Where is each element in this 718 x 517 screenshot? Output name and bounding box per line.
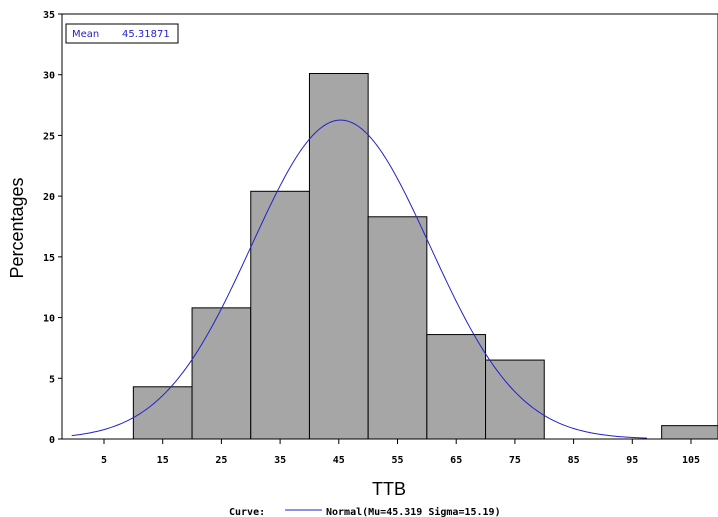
legend-prefix: Curve: xyxy=(229,507,265,517)
y-axis-title: Percentages xyxy=(7,177,27,278)
histogram-bar xyxy=(132,386,193,440)
x-tick-label: 45 xyxy=(333,455,345,466)
x-tick-label: 95 xyxy=(626,455,638,466)
x-axis-title: TTB xyxy=(372,479,406,499)
y-tick-label: 35 xyxy=(43,10,55,21)
stats-mean-value: 45.31871 xyxy=(122,29,170,40)
x-tick-label: 25 xyxy=(215,455,227,466)
plot-frame xyxy=(61,13,718,440)
y-tick-label: 15 xyxy=(43,253,55,264)
y-tick-label: 0 xyxy=(49,435,55,446)
histogram-bar xyxy=(661,425,718,440)
y-tick-label: 10 xyxy=(43,314,55,325)
x-tick-label: 105 xyxy=(682,455,700,466)
stats-box xyxy=(65,23,179,44)
y-tick-label: 5 xyxy=(49,374,55,385)
stats-mean-label: Mean xyxy=(72,29,99,40)
histogram-bar xyxy=(191,307,252,440)
x-axis-ticks: 5 15 25 35 45 55 65 75 85 95 105 xyxy=(101,439,700,466)
y-tick-label: 20 xyxy=(43,192,55,203)
y-tick-label: 30 xyxy=(43,71,55,82)
x-tick-label: 85 xyxy=(568,455,580,466)
histogram-bar xyxy=(250,190,310,440)
x-tick-label: 55 xyxy=(391,455,403,466)
x-tick-label: 75 xyxy=(509,455,521,466)
histogram-bars xyxy=(132,73,718,440)
x-tick-label: 5 xyxy=(101,455,107,466)
x-tick-label: 35 xyxy=(274,455,286,466)
histogram-bar xyxy=(485,359,545,440)
x-tick-label: 65 xyxy=(450,455,462,466)
x-tick-label: 15 xyxy=(157,455,169,466)
histogram-bar xyxy=(367,216,428,440)
histogram-bar xyxy=(426,334,487,440)
normal-curve xyxy=(71,119,647,439)
y-tick-label: 25 xyxy=(43,131,55,142)
y-axis-ticks: 0 5 10 15 20 25 30 35 xyxy=(43,10,62,446)
histogram-bar xyxy=(308,73,369,440)
legend-label: Normal(Mu=45.319 Sigma=15.19) xyxy=(326,506,501,517)
